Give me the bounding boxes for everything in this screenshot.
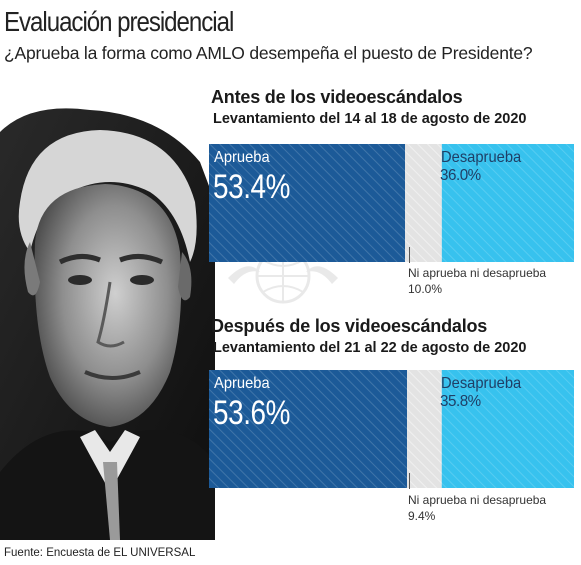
- approve-value: 53.6%: [213, 394, 291, 432]
- neutral-value: 10.0%: [408, 282, 443, 296]
- disapprove-label: Desaprueba: [441, 149, 522, 166]
- approve-label: Aprueba: [214, 375, 270, 392]
- disapprove-value: 35.8%: [440, 393, 481, 410]
- disapprove-label: Desaprueba: [441, 375, 522, 392]
- neutral-value: 9.4%: [408, 509, 436, 523]
- stacked-bar-svg-before: [209, 144, 574, 262]
- approve-segment: [209, 370, 408, 488]
- neutral-label: Ni aprueba ni desaprueba: [408, 493, 547, 507]
- stacked-bar-svg-after: [209, 370, 574, 488]
- disapprove-segment: [441, 144, 574, 262]
- neutral-segment: [405, 144, 442, 262]
- approve-label: Aprueba: [214, 149, 270, 166]
- section-subheading-after: Levantamiento del 21 al 22 de agosto de …: [213, 340, 527, 356]
- stacked-bar-before: Aprueba 53.4% Desaprueba 36.0%: [209, 144, 574, 262]
- section-heading-before: Antes de los videoescándalos: [211, 87, 463, 107]
- page-title: Evaluación presidencial: [4, 6, 234, 37]
- approve-segment: [209, 144, 406, 262]
- disapprove-value: 36.0%: [440, 167, 481, 184]
- neutral-label: Ni aprueba ni desaprueba: [408, 266, 547, 280]
- section-heading-after: Después de los videoescándalos: [211, 316, 488, 336]
- stacked-bar-after: Aprueba 53.6% Desaprueba 35.8%: [209, 370, 574, 488]
- neutral-segment: [407, 370, 442, 488]
- approve-value: 53.4%: [213, 168, 291, 206]
- page-subtitle: ¿Aprueba la forma como AMLO desempeña el…: [4, 43, 533, 63]
- section-subheading-before: Levantamiento del 14 al 18 de agosto de …: [213, 111, 527, 127]
- neutral-leader-line: [409, 473, 410, 489]
- neutral-leader-line: [409, 247, 410, 263]
- portrait-photo: [0, 92, 215, 540]
- disapprove-segment: [441, 370, 574, 488]
- source-note: Fuente: Encuesta de EL UNIVERSAL: [4, 547, 196, 559]
